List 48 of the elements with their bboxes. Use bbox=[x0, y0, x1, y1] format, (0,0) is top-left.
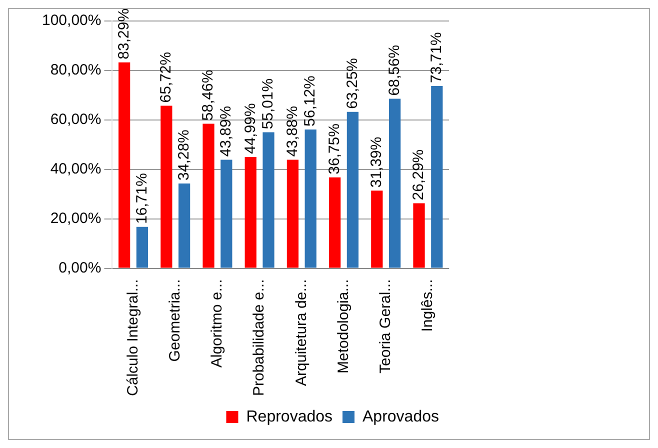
bar bbox=[262, 132, 274, 268]
bar bbox=[244, 157, 256, 268]
data-label: 68,56% bbox=[386, 44, 403, 96]
data-label: 73,71% bbox=[428, 32, 446, 84]
data-label: 65,72% bbox=[158, 52, 175, 103]
bar bbox=[118, 62, 130, 268]
x-tick-label: Geometria... bbox=[166, 279, 184, 362]
bar bbox=[328, 177, 341, 268]
bar bbox=[413, 203, 425, 268]
data-label: 43,89% bbox=[218, 106, 235, 157]
data-label: 34,28% bbox=[175, 130, 192, 180]
y-tick-label: 100,00% bbox=[42, 12, 102, 30]
bar bbox=[136, 226, 148, 268]
bar bbox=[286, 160, 299, 268]
x-tick-label: Metodologia... bbox=[334, 279, 352, 374]
y-tick-label: 60,00% bbox=[50, 111, 102, 128]
bar bbox=[346, 112, 359, 268]
data-label: 55,01% bbox=[260, 78, 277, 130]
legend-label: Aprovados bbox=[362, 408, 440, 426]
data-label: 43,88% bbox=[284, 106, 301, 157]
bar bbox=[220, 160, 232, 268]
x-tick-label: Cálculo Integral... bbox=[124, 279, 142, 396]
x-tick-label: Algoritmo e... bbox=[208, 279, 226, 368]
data-label: 31,39% bbox=[368, 136, 386, 188]
y-tick-label: 80,00% bbox=[50, 62, 102, 79]
data-label: 63,25% bbox=[344, 58, 361, 109]
bar bbox=[431, 86, 443, 268]
bar bbox=[304, 129, 316, 268]
x-tick-label: Probabilidade e... bbox=[250, 279, 268, 396]
bar bbox=[371, 190, 383, 268]
data-label: 36,75% bbox=[326, 124, 343, 174]
bar bbox=[160, 106, 172, 268]
legend-label: Reprovados bbox=[246, 408, 333, 426]
data-label: 44,99% bbox=[242, 103, 259, 154]
data-label: 83,29% bbox=[115, 8, 132, 60]
data-label: 16,71% bbox=[133, 173, 150, 224]
data-label: 26,29% bbox=[410, 149, 428, 200]
x-tick-label: Arquitetura de... bbox=[292, 279, 310, 386]
y-tick-label: 0,00% bbox=[58, 259, 102, 276]
bar bbox=[202, 124, 214, 268]
x-tick-label: Teoria Geral... bbox=[376, 279, 394, 374]
data-label: 56,12% bbox=[302, 76, 319, 126]
bar bbox=[178, 183, 190, 268]
y-tick-label: 40,00% bbox=[50, 160, 102, 178]
x-tick-label: Inglês... bbox=[419, 279, 436, 332]
y-tick-label: 20,00% bbox=[50, 210, 102, 227]
bar bbox=[388, 98, 401, 268]
data-label: 58,46% bbox=[200, 70, 217, 121]
